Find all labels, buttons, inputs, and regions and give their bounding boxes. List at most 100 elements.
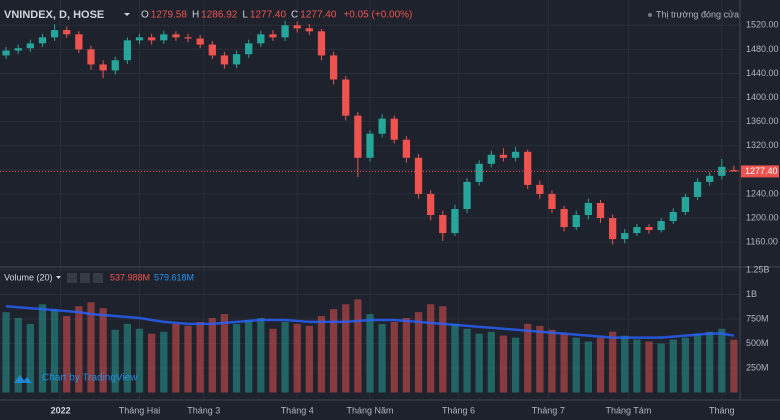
x-tick-label: Tháng Tám — [605, 405, 651, 415]
candle-body — [693, 181, 702, 197]
candle-body — [257, 34, 265, 44]
candle-body — [378, 118, 386, 134]
y-tick-label: 250M — [746, 362, 769, 372]
candle-body — [99, 64, 107, 71]
volume-bar — [487, 331, 495, 393]
eye-button[interactable] — [67, 273, 77, 283]
volume-bar — [645, 341, 653, 393]
volume-bar — [608, 331, 617, 393]
x-tick-label: Tháng 7 — [532, 405, 565, 415]
volume-bar — [681, 337, 690, 393]
ohlc-legend: O 1279.58 H 1286.92 L 1277.40 C 1277.40 +0.05 (+… — [141, 10, 412, 21]
volume-bar — [111, 329, 119, 393]
volume-bar — [414, 312, 423, 393]
candle-body — [184, 37, 192, 39]
volume-bar — [232, 323, 241, 393]
candle-body — [475, 163, 483, 182]
volume-ma-line — [5, 304, 735, 339]
volume-bar — [475, 333, 483, 393]
candle-body — [208, 44, 216, 56]
volume-bar — [63, 316, 71, 393]
volume-bar — [160, 331, 168, 393]
watermark[interactable]: Chart by TradingView — [42, 373, 138, 384]
volume-bar — [463, 328, 471, 393]
volume-bar — [524, 323, 532, 393]
change-value: +0.05 (+0.00%) — [343, 10, 412, 21]
candle-body — [87, 49, 95, 65]
volume-bar — [390, 321, 398, 393]
x-tick-label: Tháng — [709, 405, 735, 415]
volume-bar — [281, 321, 289, 393]
x-tick-label: Tháng 3 — [187, 405, 220, 415]
volume-bar — [621, 335, 629, 393]
volume-title[interactable]: Volume (20) — [4, 272, 53, 282]
candle-body — [524, 151, 532, 185]
candle-body — [63, 30, 71, 35]
volume-bar — [706, 331, 714, 393]
volume-bar — [342, 304, 350, 393]
candle-body — [608, 218, 617, 240]
candle-body — [26, 43, 34, 49]
volume-bar — [730, 339, 738, 393]
x-tick-label: 2022 — [51, 405, 71, 415]
volume-bar — [2, 312, 10, 393]
dropdown-caret[interactable] — [56, 276, 61, 279]
candle-body — [305, 28, 313, 32]
volume-bar — [378, 323, 386, 393]
y-tick-label: 500M — [746, 338, 769, 348]
candle-body — [329, 55, 338, 80]
volume-bar — [427, 304, 435, 393]
volume-ma-value: 579.618M — [154, 272, 194, 282]
candle-body — [633, 227, 641, 234]
market-status: Thị trường đóng cửa — [656, 9, 739, 19]
volume-bar — [439, 306, 447, 393]
candle-body — [596, 202, 605, 219]
candle-body — [645, 227, 653, 231]
volume-bar — [123, 323, 132, 393]
x-tick-label: Tháng Năm — [346, 405, 393, 415]
volume-bar — [584, 341, 592, 393]
settings-button[interactable] — [80, 273, 90, 283]
candle-body — [14, 48, 22, 51]
volume-bar — [657, 343, 665, 393]
volume-bar — [536, 325, 544, 393]
candle-body — [196, 38, 204, 45]
close-button[interactable] — [93, 273, 103, 283]
candle-body — [354, 115, 362, 158]
ohlc-name: L — [242, 10, 248, 21]
ohlc-name: O — [141, 10, 149, 21]
candle-body — [414, 157, 423, 194]
volume-bar — [257, 317, 265, 393]
volume-bar — [560, 333, 568, 393]
last-price-box — [741, 165, 779, 178]
dropdown-caret[interactable] — [124, 13, 130, 16]
candle-body — [451, 208, 459, 234]
candle-body — [293, 25, 301, 29]
symbol-title[interactable]: VNINDEX, D, HOSE — [4, 9, 104, 21]
candle-body — [123, 40, 132, 61]
candle-body — [220, 55, 229, 65]
volume-bar — [354, 299, 362, 393]
volume-bar — [451, 323, 459, 393]
candle-body — [439, 215, 447, 234]
y-tick-label: 1160.00 — [746, 236, 778, 246]
price-pane — [0, 20, 740, 245]
volume-bar — [208, 317, 216, 393]
volume-bar — [669, 339, 677, 393]
candle-body — [706, 175, 714, 182]
ohlc-value: 1286.92 — [201, 10, 238, 21]
volume-bar — [135, 328, 144, 393]
volume-bar — [317, 316, 326, 393]
candle-body — [548, 193, 556, 209]
candle-body — [366, 133, 374, 158]
y-tick-label: 1200.00 — [746, 212, 779, 222]
y-tick-label: 1.25B — [746, 264, 770, 274]
y-tick-label: 1440.00 — [746, 68, 779, 78]
candle-body — [148, 37, 156, 41]
volume-bar — [572, 337, 580, 393]
x-tick-label: Tháng 6 — [442, 405, 475, 415]
volume-bar — [402, 317, 411, 393]
volume-bar — [596, 337, 605, 393]
candle-body — [245, 43, 253, 55]
